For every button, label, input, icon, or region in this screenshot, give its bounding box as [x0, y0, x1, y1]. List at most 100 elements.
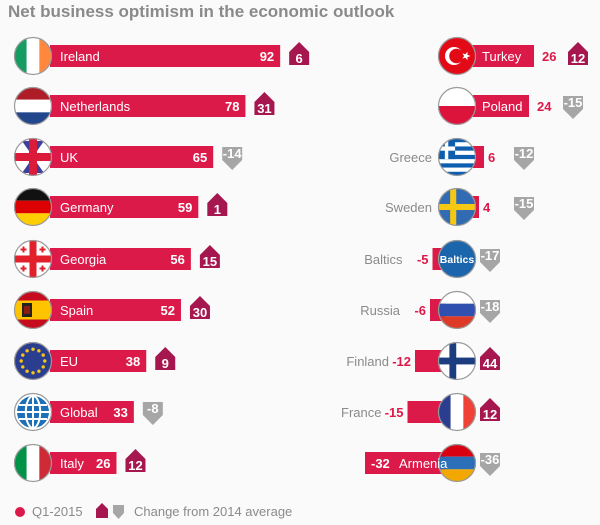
change-value: -12	[515, 146, 534, 161]
bar-row-spain: Spain 52 30	[13, 290, 210, 330]
change-value: 6	[296, 51, 303, 66]
value-label: 24	[537, 99, 552, 114]
flag-border	[437, 443, 477, 483]
value-bar	[469, 45, 534, 67]
flag-border	[13, 36, 53, 76]
change-value: -36	[481, 452, 500, 467]
change-down-arrow-icon	[480, 300, 500, 323]
flag-border	[437, 187, 477, 227]
change-value: -8	[147, 401, 159, 416]
value-label: -5	[417, 252, 429, 267]
value-bar	[50, 95, 246, 117]
bar-row-netherlands: Netherlands 78 31	[13, 86, 275, 126]
change-up-arrow-icon	[199, 245, 220, 268]
bar-row-armenia: -32 Armenia -36	[365, 443, 500, 483]
value-label: 26	[542, 49, 556, 64]
change-down-arrow-icon	[142, 402, 163, 425]
value-label: 52	[160, 303, 174, 318]
category-label: Turkey	[482, 49, 522, 64]
change-down-arrow-icon	[514, 147, 534, 170]
bar-row-sweden: Sweden 4 -15	[385, 187, 534, 227]
change-up-arrow-icon	[289, 42, 310, 65]
bar-row-eu: EU 38 9	[13, 341, 176, 381]
legend-q1-marker-icon	[15, 507, 25, 517]
baltics-badge-text: Baltics	[440, 254, 475, 266]
flag-border	[437, 341, 477, 381]
legend: Q1-2015 Change from 2014 average	[15, 503, 292, 519]
value-label: 92	[260, 49, 274, 64]
flag-border	[13, 341, 53, 381]
change-up-arrow-icon	[480, 398, 500, 421]
change-up-arrow-icon	[568, 42, 588, 65]
category-label: Ireland	[60, 49, 100, 64]
value-label: -32	[371, 456, 390, 471]
change-value: 12	[483, 407, 497, 422]
change-up-arrow-icon	[155, 347, 176, 370]
value-label: 65	[193, 150, 207, 165]
value-bar	[415, 350, 445, 372]
flag-border	[13, 443, 53, 483]
change-up-arrow-icon	[207, 193, 228, 216]
value-label: -15	[385, 405, 404, 420]
category-label: France	[341, 405, 381, 420]
change-up-arrow-icon	[125, 449, 146, 472]
bar-row-greece: Greece 6 -12	[389, 137, 534, 177]
bar-row-ireland: Ireland 92 6	[13, 36, 310, 76]
value-label: 4	[483, 200, 491, 215]
category-label: Germany	[60, 200, 114, 215]
change-value: -15	[515, 196, 534, 211]
category-label: Greece	[389, 150, 432, 165]
value-label: 33	[113, 405, 127, 420]
category-label: Georgia	[60, 252, 107, 267]
legend-q1-label: Q1-2015	[32, 504, 83, 519]
value-bar	[50, 299, 181, 321]
category-label: Poland	[482, 99, 522, 114]
category-label: Armenia	[399, 456, 448, 471]
change-up-arrow-icon	[480, 347, 500, 370]
change-up-arrow-icon	[189, 296, 210, 319]
value-bar	[407, 401, 445, 423]
value-label: 78	[225, 99, 239, 114]
value-bar	[50, 452, 117, 474]
change-value: 9	[162, 356, 169, 371]
change-value: 15	[203, 254, 217, 269]
value-bar	[50, 146, 214, 168]
category-label: Sweden	[385, 200, 432, 215]
category-label: Spain	[60, 303, 93, 318]
flag-border	[437, 137, 477, 177]
value-label: 56	[170, 252, 184, 267]
bar-row-uk: UK 65 -14	[13, 137, 243, 177]
legend-up-arrow-icon	[96, 503, 108, 518]
chart-title: Net business optimism in the economic ou…	[8, 2, 395, 21]
change-value: -18	[481, 299, 500, 314]
change-down-arrow-icon	[563, 96, 583, 119]
change-down-arrow-icon	[480, 453, 500, 476]
bar-row-turkey: Turkey 26 12	[437, 36, 588, 76]
change-down-arrow-icon	[514, 197, 534, 220]
category-label: Baltics	[364, 252, 403, 267]
bar-row-baltics: Baltics -5 Baltics -17	[364, 239, 500, 279]
change-value: -15	[564, 95, 583, 110]
change-up-arrow-icon	[254, 92, 275, 115]
bar-row-georgia: Georgia 56 15	[13, 239, 220, 279]
change-value: 12	[571, 51, 585, 66]
change-value: 30	[193, 305, 207, 320]
value-bar	[50, 45, 281, 67]
value-bar	[50, 401, 134, 423]
flag-border	[13, 290, 53, 330]
poland-flag-icon	[438, 87, 476, 125]
bar-row-italy: Italy 26 12	[13, 443, 146, 483]
category-label: UK	[60, 150, 78, 165]
change-value: 12	[128, 458, 142, 473]
flag-border	[437, 239, 477, 279]
change-value: -17	[481, 248, 500, 263]
category-label: Italy	[60, 456, 84, 471]
legend-change-label: Change from 2014 average	[134, 504, 292, 519]
flag-border	[437, 290, 477, 330]
category-label: Russia	[360, 303, 401, 318]
flag-border	[13, 392, 53, 432]
change-value: -14	[223, 146, 243, 161]
value-bar	[469, 95, 529, 117]
category-label: EU	[60, 354, 78, 369]
